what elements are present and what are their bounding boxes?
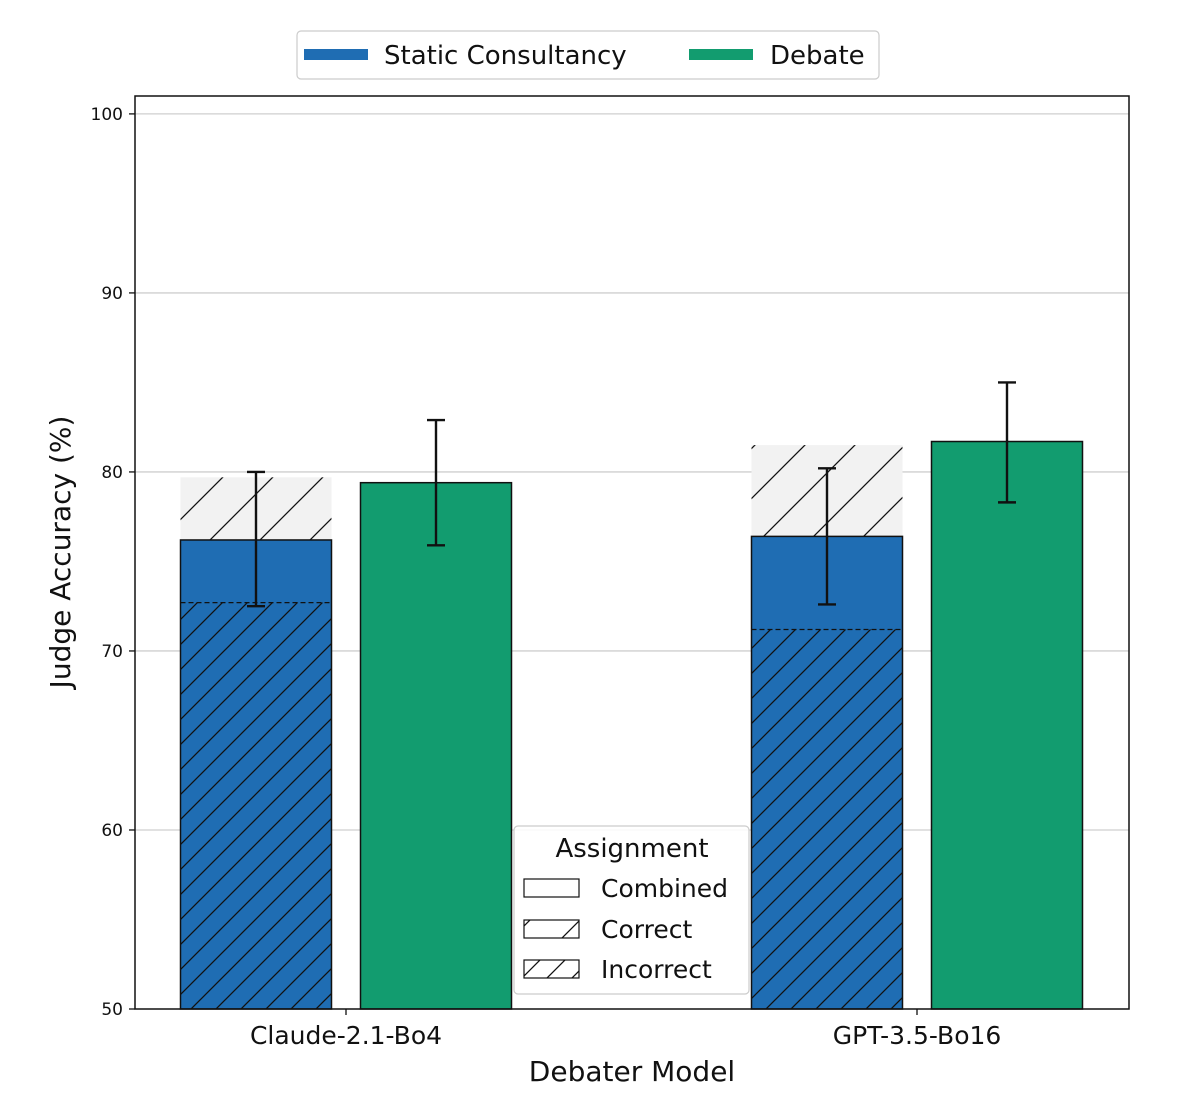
assignment-legend: Assignment Combined Correct Incorrect — [513, 825, 750, 995]
assignment-label-incorrect: Incorrect — [601, 955, 712, 984]
series-legend: Static Consultancy Debate — [296, 30, 880, 80]
assignment-label-combined: Combined — [601, 874, 728, 903]
x-axis-ticks: Claude-2.1-Bo4 GPT-3.5-Bo16 — [250, 1009, 1001, 1050]
y-tick-label-80: 80 — [101, 463, 123, 483]
y-axis-title: Judge Accuracy (%) — [44, 416, 77, 691]
y-tick-label-100: 100 — [91, 105, 123, 125]
error-bars — [247, 381, 1016, 608]
legend-swatch-static-consultancy — [304, 49, 368, 60]
assignment-swatch-incorrect — [523, 959, 580, 979]
bar-incorrect-hatch-gpt-3-5-bo16 — [751, 629, 903, 1009]
assignment-label-correct: Correct — [601, 915, 692, 944]
legend-frame — [296, 30, 880, 80]
x-axis-title: Debater Model — [529, 1055, 735, 1088]
legend-label-static-consultancy: Static Consultancy — [384, 41, 627, 71]
assignment-swatch-correct — [523, 919, 580, 939]
y-tick-label-90: 90 — [101, 284, 123, 304]
legend-label-debate: Debate — [770, 41, 865, 71]
assignment-legend-frame — [513, 825, 750, 995]
bar-incorrect-hatch-claude-2-1-bo4 — [180, 602, 332, 1009]
bar-debate-gpt-3-5-bo16 — [930, 440, 1084, 1010]
x-tick-label-claude-2-1-bo4: Claude-2.1-Bo4 — [250, 1021, 442, 1050]
x-tick-label-gpt-3-5-bo16: GPT-3.5-Bo16 — [833, 1021, 1002, 1050]
y-tick-label-60: 60 — [101, 821, 123, 841]
y-tick-label-50: 50 — [101, 1000, 123, 1020]
y-tick-label-70: 70 — [101, 642, 123, 662]
plot-frame — [134, 95, 1130, 1010]
assignment-legend-title: Assignment — [555, 834, 708, 864]
assignment-swatch-combined — [523, 878, 580, 898]
y-axis-ticks: 50 60 70 80 90 100 — [91, 105, 135, 1020]
bar-debate-claude-2-1-bo4 — [359, 481, 513, 1010]
legend-swatch-debate — [689, 49, 753, 60]
